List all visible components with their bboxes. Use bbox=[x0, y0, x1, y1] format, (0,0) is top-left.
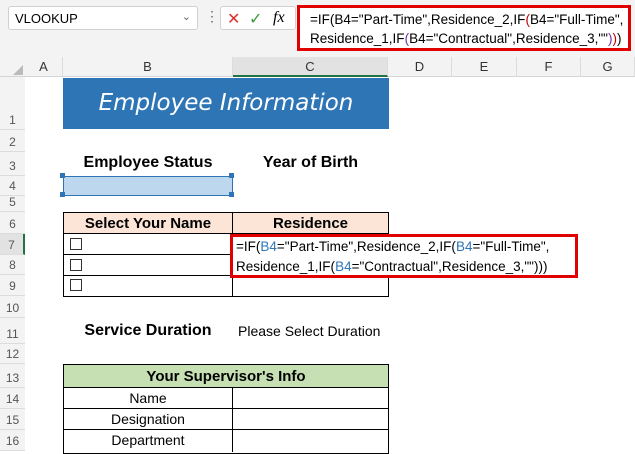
fill-handle[interactable] bbox=[229, 192, 234, 197]
checkbox[interactable] bbox=[70, 259, 82, 271]
service-duration-value[interactable]: Please Select Duration bbox=[238, 323, 381, 339]
formula-token: ) bbox=[616, 31, 622, 46]
formula-token: Residence_1,IF( bbox=[236, 259, 336, 274]
row-header-12[interactable]: 12 bbox=[0, 344, 25, 364]
more-options-icon[interactable]: ⋮ bbox=[205, 8, 219, 24]
name-checkbox-row bbox=[64, 276, 233, 296]
formula-line-1: =IF(B4="Part-Time",Residence_2,IF(B4="Fu… bbox=[310, 10, 624, 29]
row-header-2[interactable]: 2 bbox=[0, 130, 25, 152]
formula-token: B4 bbox=[335, 259, 352, 274]
cell-formula-line-1: =IF(B4="Part-Time",Residence_2,IF(B4="Fu… bbox=[236, 237, 575, 257]
residence-header: Residence bbox=[233, 213, 388, 234]
supervisor-field-designation: Designation bbox=[64, 409, 233, 430]
formula-token: ( bbox=[404, 31, 410, 46]
row-header-4[interactable]: 4 bbox=[0, 176, 25, 196]
column-header-D[interactable]: D bbox=[388, 57, 452, 77]
row-header-14[interactable]: 14 bbox=[0, 388, 25, 409]
formula-token: Residence_1,IF bbox=[310, 31, 405, 46]
cell-formula-line-2: Residence_1,IF(B4="Contractual",Residenc… bbox=[236, 257, 575, 277]
formula-token: B4="Full-Time", bbox=[529, 12, 624, 27]
formula-token: B4 bbox=[455, 239, 473, 254]
row-header-8[interactable]: 8 bbox=[0, 255, 25, 275]
row-header-13[interactable]: 13 bbox=[0, 364, 25, 388]
row-header-3[interactable]: 3 bbox=[0, 152, 25, 176]
formula-token: ="Part-Time",Residence_2,IF( bbox=[276, 239, 456, 254]
name-checkbox-row bbox=[64, 255, 233, 276]
title-banner: Employee Information bbox=[63, 78, 389, 129]
formula-token: =IF( bbox=[310, 12, 335, 27]
supervisor-field-name: Name bbox=[64, 388, 233, 409]
row-header-9[interactable]: 9 bbox=[0, 275, 25, 296]
resize-handle bbox=[229, 173, 234, 178]
formula-actions: ✕ ✓ fx bbox=[220, 6, 296, 30]
select-name-header: Select Your Name bbox=[64, 213, 233, 234]
column-header-E[interactable]: E bbox=[452, 57, 517, 77]
service-duration-label: Service Duration bbox=[84, 322, 212, 339]
column-header-B[interactable]: B bbox=[63, 57, 233, 77]
supervisor-designation-value[interactable] bbox=[233, 409, 388, 430]
name-box[interactable]: VLOOKUP ⌄ bbox=[8, 6, 198, 30]
cell-formula-edit[interactable]: =IF(B4="Part-Time",Residence_2,IF(B4="Fu… bbox=[230, 234, 578, 278]
column-header-F[interactable]: F bbox=[517, 57, 581, 77]
row-header-15[interactable]: 15 bbox=[0, 409, 25, 430]
fx-icon[interactable]: fx bbox=[273, 9, 285, 26]
formula-line-2: Residence_1,IF(B4="Contractual",Residenc… bbox=[310, 29, 622, 48]
supervisor-header: Your Supervisor's Info bbox=[64, 365, 388, 388]
year-of-birth-label: Year of Birth bbox=[262, 154, 359, 171]
checkbox[interactable] bbox=[70, 238, 82, 250]
formula-token: B4="Part-Time",Residence_2,IF bbox=[334, 12, 526, 27]
name-checkbox-row bbox=[64, 234, 233, 255]
column-header-A[interactable]: A bbox=[25, 57, 63, 77]
formula-token: ="Contractual",Residence_3,""))) bbox=[351, 259, 548, 274]
row-header-16[interactable]: 16 bbox=[0, 430, 25, 451]
formula-input[interactable]: =IF(B4="Part-Time",Residence_2,IF(B4="Fu… bbox=[297, 5, 631, 51]
chevron-down-icon[interactable]: ⌄ bbox=[181, 11, 191, 23]
supervisor-table: Your Supervisor's Info Name Designation … bbox=[63, 364, 389, 454]
resize-handle bbox=[60, 173, 65, 178]
name-box-value: VLOOKUP bbox=[15, 11, 78, 26]
formula-token: ="Full-Time", bbox=[472, 239, 550, 254]
x-icon[interactable]: ✕ bbox=[227, 11, 241, 28]
row-header-10[interactable]: 10 bbox=[0, 296, 25, 318]
formula-token: ) bbox=[612, 31, 617, 46]
formula-token: B4 bbox=[260, 239, 277, 254]
check-icon[interactable]: ✓ bbox=[249, 11, 263, 28]
formula-token: B4="Contractual",Residence_3,"" bbox=[409, 31, 608, 46]
employee-status-cell[interactable] bbox=[63, 176, 233, 196]
resize-handle bbox=[60, 192, 65, 197]
row-header-6[interactable]: 6 bbox=[0, 212, 25, 234]
supervisor-field-department: Department bbox=[64, 430, 233, 452]
checkbox[interactable] bbox=[70, 279, 82, 291]
formula-token: ) bbox=[607, 31, 613, 46]
residence-table: Select Your Name Residence bbox=[63, 212, 389, 297]
row-header-1[interactable]: 1 bbox=[0, 77, 25, 130]
formula-token: ( bbox=[525, 12, 530, 27]
row-header-11[interactable]: 11 bbox=[0, 318, 25, 344]
select-all-corner[interactable] bbox=[0, 57, 25, 77]
supervisor-name-value[interactable] bbox=[233, 388, 388, 409]
employee-status-label: Employee Status bbox=[83, 154, 213, 171]
row-header-7[interactable]: 7 bbox=[0, 234, 25, 255]
row-header-5[interactable]: 5 bbox=[0, 195, 25, 212]
column-header-G[interactable]: G bbox=[581, 57, 635, 77]
column-header-C[interactable]: C bbox=[233, 57, 388, 77]
formula-token: =IF( bbox=[236, 239, 261, 254]
